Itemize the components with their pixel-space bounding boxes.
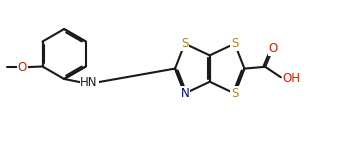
Text: HN: HN xyxy=(80,76,98,89)
Text: N: N xyxy=(181,87,189,100)
Text: S: S xyxy=(231,37,238,50)
Text: S: S xyxy=(181,37,189,50)
Text: O: O xyxy=(269,42,278,55)
Text: S: S xyxy=(231,87,238,100)
Text: OH: OH xyxy=(282,72,301,85)
Text: O: O xyxy=(18,61,27,74)
